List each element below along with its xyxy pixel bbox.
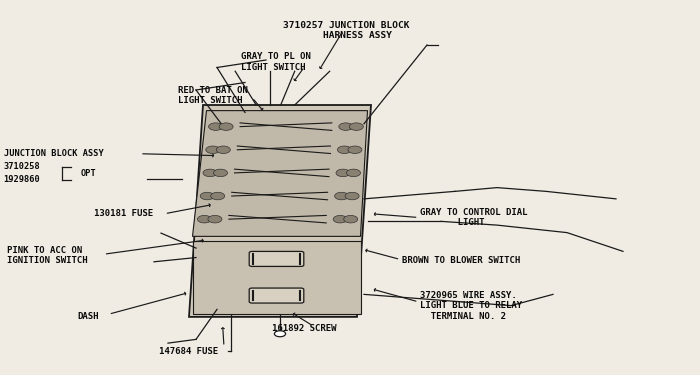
Polygon shape [189, 105, 371, 317]
FancyBboxPatch shape [249, 251, 304, 266]
Circle shape [208, 215, 222, 223]
Text: 130181 FUSE: 130181 FUSE [94, 209, 153, 218]
Circle shape [219, 123, 233, 130]
Circle shape [209, 123, 223, 130]
Circle shape [333, 215, 347, 223]
Text: 1929860: 1929860 [4, 176, 41, 184]
FancyBboxPatch shape [249, 288, 304, 303]
Circle shape [214, 169, 228, 177]
Circle shape [344, 215, 358, 223]
Text: 161892 SCREW: 161892 SCREW [272, 324, 337, 333]
Text: PINK TO ACC ON
IGNITION SWITCH: PINK TO ACC ON IGNITION SWITCH [7, 246, 88, 266]
Text: OPT: OPT [80, 169, 97, 178]
Circle shape [345, 192, 359, 200]
Polygon shape [193, 111, 368, 236]
Circle shape [346, 169, 360, 177]
Text: RED TO BAT ON
LIGHT SWITCH: RED TO BAT ON LIGHT SWITCH [178, 86, 248, 105]
Text: 3710258: 3710258 [4, 162, 41, 171]
Circle shape [336, 169, 350, 177]
Circle shape [200, 192, 214, 200]
Text: 147684 FUSE: 147684 FUSE [160, 347, 218, 356]
Circle shape [337, 146, 351, 153]
Circle shape [211, 192, 225, 200]
Circle shape [197, 215, 211, 223]
Circle shape [274, 331, 286, 337]
Circle shape [335, 192, 349, 200]
Circle shape [216, 146, 230, 153]
Circle shape [203, 169, 217, 177]
Circle shape [206, 146, 220, 153]
Circle shape [349, 123, 363, 130]
Circle shape [348, 146, 362, 153]
Text: DASH: DASH [77, 312, 99, 321]
Text: 3720965 WIRE ASSY.
LIGHT BLUE TO RELAY
  TERMINAL NO. 2: 3720965 WIRE ASSY. LIGHT BLUE TO RELAY T… [420, 291, 522, 321]
Circle shape [339, 123, 353, 130]
Text: GRAY TO CONTROL DIAL
       LIGHT: GRAY TO CONTROL DIAL LIGHT [420, 208, 528, 227]
Text: 3710257 JUNCTION BLOCK
    HARNESS ASSY: 3710257 JUNCTION BLOCK HARNESS ASSY [284, 21, 409, 40]
Text: GRAY TO PL ON
LIGHT SWITCH: GRAY TO PL ON LIGHT SWITCH [241, 52, 312, 72]
Polygon shape [193, 241, 360, 314]
Text: BROWN TO BLOWER SWITCH: BROWN TO BLOWER SWITCH [402, 256, 521, 265]
Text: JUNCTION BLOCK ASSY: JUNCTION BLOCK ASSY [4, 149, 104, 158]
